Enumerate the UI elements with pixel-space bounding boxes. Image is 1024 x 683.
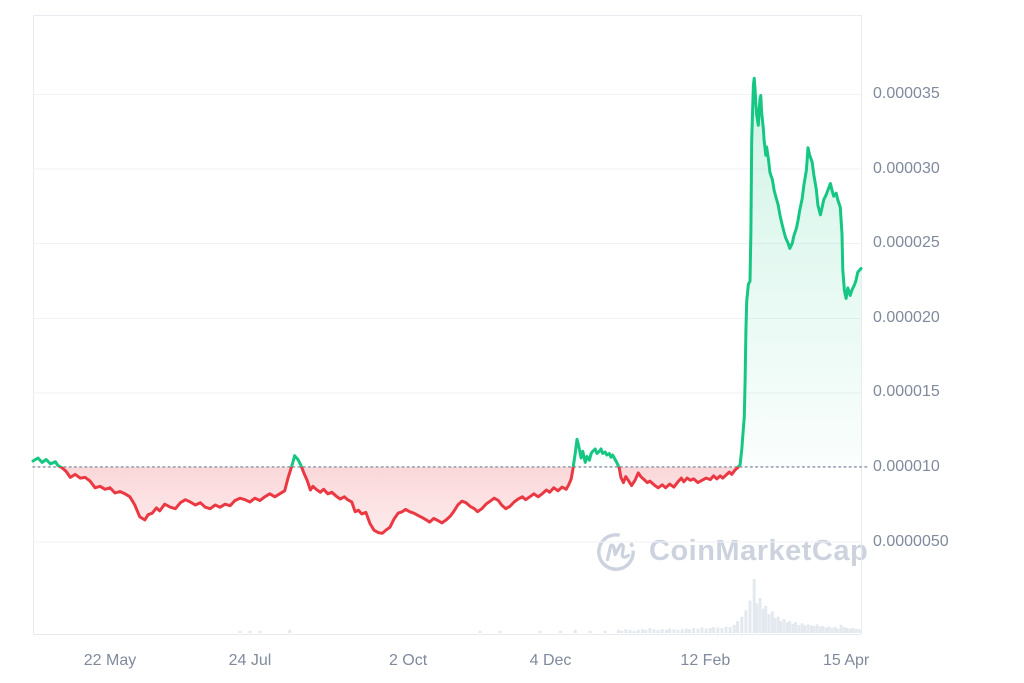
y-axis-label: 0.000025 [873,234,940,252]
x-axis-label: 22 May [83,652,137,669]
y-axis-label: 0.000030 [873,159,940,177]
y-axis-label: 0.000020 [873,308,940,326]
gridlines [33,15,862,635]
volume-bars [238,579,861,633]
x-axis-label: 15 Apr [822,652,870,669]
coinmarketcap-logo-icon [597,532,635,571]
y-axis-label: 0.000015 [873,383,940,401]
x-axis-label: 4 Dec [529,652,572,669]
x-axis-label: 2 Oct [388,652,428,669]
y-axis-label: 0.000010 [873,457,940,475]
y-axis-label: 0.000035 [873,85,940,102]
watermark: CoinMarketCap [595,530,868,573]
y-axis-label: 0.0000050 [873,532,949,550]
price-line [31,76,863,535]
x-axis-label: 12 Feb [680,652,731,669]
x-axis-label: 24 Jul [228,652,272,669]
area-fill [33,78,861,534]
watermark-text: CoinMarketCap [649,535,869,567]
